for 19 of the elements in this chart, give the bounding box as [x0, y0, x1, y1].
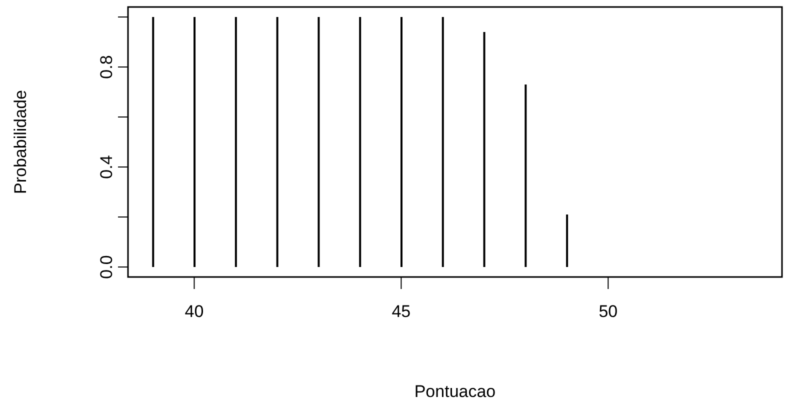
x-tick-label: 50	[598, 302, 618, 322]
bar	[276, 17, 278, 267]
bar	[400, 17, 402, 267]
x-tick-label: 45	[392, 302, 411, 322]
y-tick-label: 0.8	[97, 55, 116, 79]
bar	[524, 84, 527, 267]
x-tick-label: 40	[184, 302, 204, 322]
bar	[318, 17, 320, 267]
y-tick-label: 0.4	[97, 155, 116, 179]
bar	[194, 17, 196, 267]
x-axis-title: Pontuacao	[414, 382, 496, 401]
bar	[483, 32, 486, 267]
bar	[359, 17, 362, 267]
bar	[234, 17, 237, 267]
y-tick-label: 0.0	[97, 255, 116, 279]
bar	[566, 214, 568, 267]
bar	[442, 17, 444, 267]
y-axis-title: Probabilidade	[11, 90, 30, 194]
bar	[152, 17, 154, 267]
